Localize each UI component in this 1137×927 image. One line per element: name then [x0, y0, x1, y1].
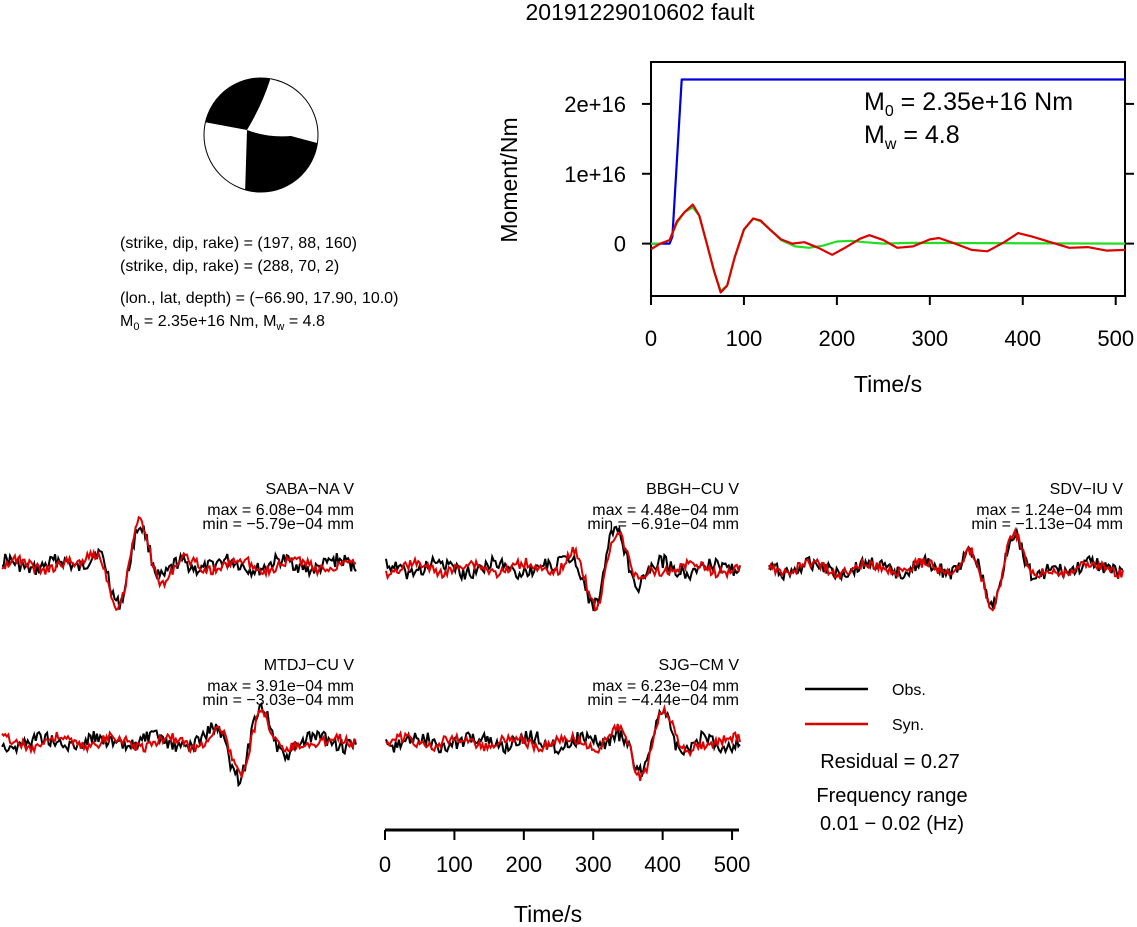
moment-series-line-moment_rate_fit — [651, 206, 1126, 293]
station-panel: SDV−IU V max = 1.24e−04 mm min = −1.13e−… — [971, 481, 1123, 533]
x-tick-label: 300 — [911, 326, 948, 351]
station-panel: BBGH−CU V max = 4.48e−04 mm min = −6.91e… — [587, 481, 739, 533]
nodal-plane-2: (strike, dip, rake) = (288, 70, 2) — [120, 258, 339, 275]
moment-x-axis-label: Time/s — [854, 371, 922, 397]
waveform-x-tick-label: 100 — [436, 852, 473, 877]
frequency-range-label: Frequency range — [816, 785, 967, 807]
synthetic-waveform — [1, 708, 357, 780]
station-max: max = 3.91e−04 mm — [207, 678, 354, 695]
station-name: SJG−CM V — [659, 657, 740, 674]
legend: Obs. Syn. Residual = 0.27 Frequency rang… — [805, 682, 968, 835]
y-tick-label: 2e+16 — [564, 92, 626, 117]
x-tick-label: 200 — [819, 326, 856, 351]
synthetic-waveform — [768, 526, 1124, 612]
station-min: min = −1.13e−04 mm — [971, 516, 1123, 533]
station-panel: SJG−CM V max = 6.23e−04 mm min = −4.44e−… — [587, 657, 739, 709]
mw-annotation: Mw = 4.8 — [864, 121, 960, 153]
waveform-x-tick-label: 200 — [505, 852, 542, 877]
waveform-x-axis-label: Time/s — [514, 901, 582, 927]
y-tick-label: 1e+16 — [564, 162, 626, 187]
y-tick-label: 0 — [614, 232, 626, 257]
station-max: max = 1.24e−04 mm — [976, 502, 1123, 519]
synthetic-waveform — [385, 530, 741, 612]
station-name: BBGH−CU V — [646, 481, 739, 498]
figure-title: 20191229010602 fault — [526, 0, 756, 25]
station-max: max = 6.08e−04 mm — [207, 502, 354, 519]
observed-waveform — [1, 701, 357, 788]
x-tick-label: 400 — [1004, 326, 1041, 351]
residual-label: Residual = 0.27 — [820, 751, 960, 773]
station-panel: SABA−NA V max = 6.08e−04 mm min = −5.79e… — [202, 481, 354, 533]
station-max: max = 4.48e−04 mm — [592, 502, 739, 519]
synthetic-waveform — [385, 703, 741, 782]
legend-observed-label: Obs. — [892, 682, 926, 699]
station-name: SABA−NA V — [266, 481, 355, 498]
station-panels: SABA−NA V max = 6.08e−04 mm min = −5.79e… — [1, 481, 1124, 788]
station-max: max = 6.23e−04 mm — [592, 678, 739, 695]
station-panel: MTDJ−CU V max = 3.91e−04 mm min = −3.03e… — [202, 657, 354, 709]
moment-series-line-synthetic — [650, 203, 1126, 294]
station-min: min = −3.03e−04 mm — [202, 692, 354, 709]
x-tick-label: 500 — [1097, 326, 1134, 351]
moment-plot-frame — [650, 61, 1126, 297]
m0-annotation: M0 = 2.35e+16 Nm — [864, 88, 1073, 120]
moment-axes: 0 100 200 300 400 500 0 1e+16 2e+16 — [564, 92, 1134, 351]
station-min: min = −4.44e−04 mm — [587, 692, 739, 709]
waveform-x-tick-label: 0 — [379, 852, 391, 877]
waveform-x-tick-label: 400 — [644, 852, 681, 877]
frequency-range-value: 0.01 − 0.02 (Hz) — [820, 813, 964, 835]
x-tick-label: 0 — [645, 326, 657, 351]
station-name: MTDJ−CU V — [264, 657, 355, 674]
legend-synthetic-label: Syn. — [892, 717, 924, 734]
station-min: min = −5.79e−04 mm — [202, 516, 354, 533]
x-tick-label: 100 — [726, 326, 763, 351]
beachball-icon — [203, 77, 319, 193]
waveform-x-tick-label: 500 — [714, 852, 751, 877]
station-name: SDV−IU V — [1050, 481, 1124, 498]
synthetic-waveform — [1, 515, 357, 612]
waveform-traces — [1, 515, 1124, 788]
moment-series — [650, 78, 1126, 294]
observed-waveform — [768, 526, 1124, 611]
station-min: min = −6.91e−04 mm — [587, 516, 739, 533]
event-moment-magnitude: M0 = 2.35e+16 Nm, Mw = 4.8 — [120, 313, 325, 333]
moment-y-axis-label: Moment/Nm — [496, 117, 522, 242]
nodal-plane-1: (strike, dip, rake) = (197, 88, 160) — [120, 235, 357, 252]
event-location: (lon., lat, depth) = (−66.90, 17.90, 10.… — [120, 290, 398, 307]
moment-chart: 0 100 200 300 400 500 0 1e+16 2e+16 M0 = 2.35e+1… — [496, 61, 1134, 397]
waveform-x-tick-label: 300 — [575, 852, 612, 877]
waveform-time-axis: Time/s 0 100 200 300 400 500 — [379, 828, 751, 927]
observed-waveform — [385, 525, 741, 612]
observed-waveform — [385, 705, 741, 777]
